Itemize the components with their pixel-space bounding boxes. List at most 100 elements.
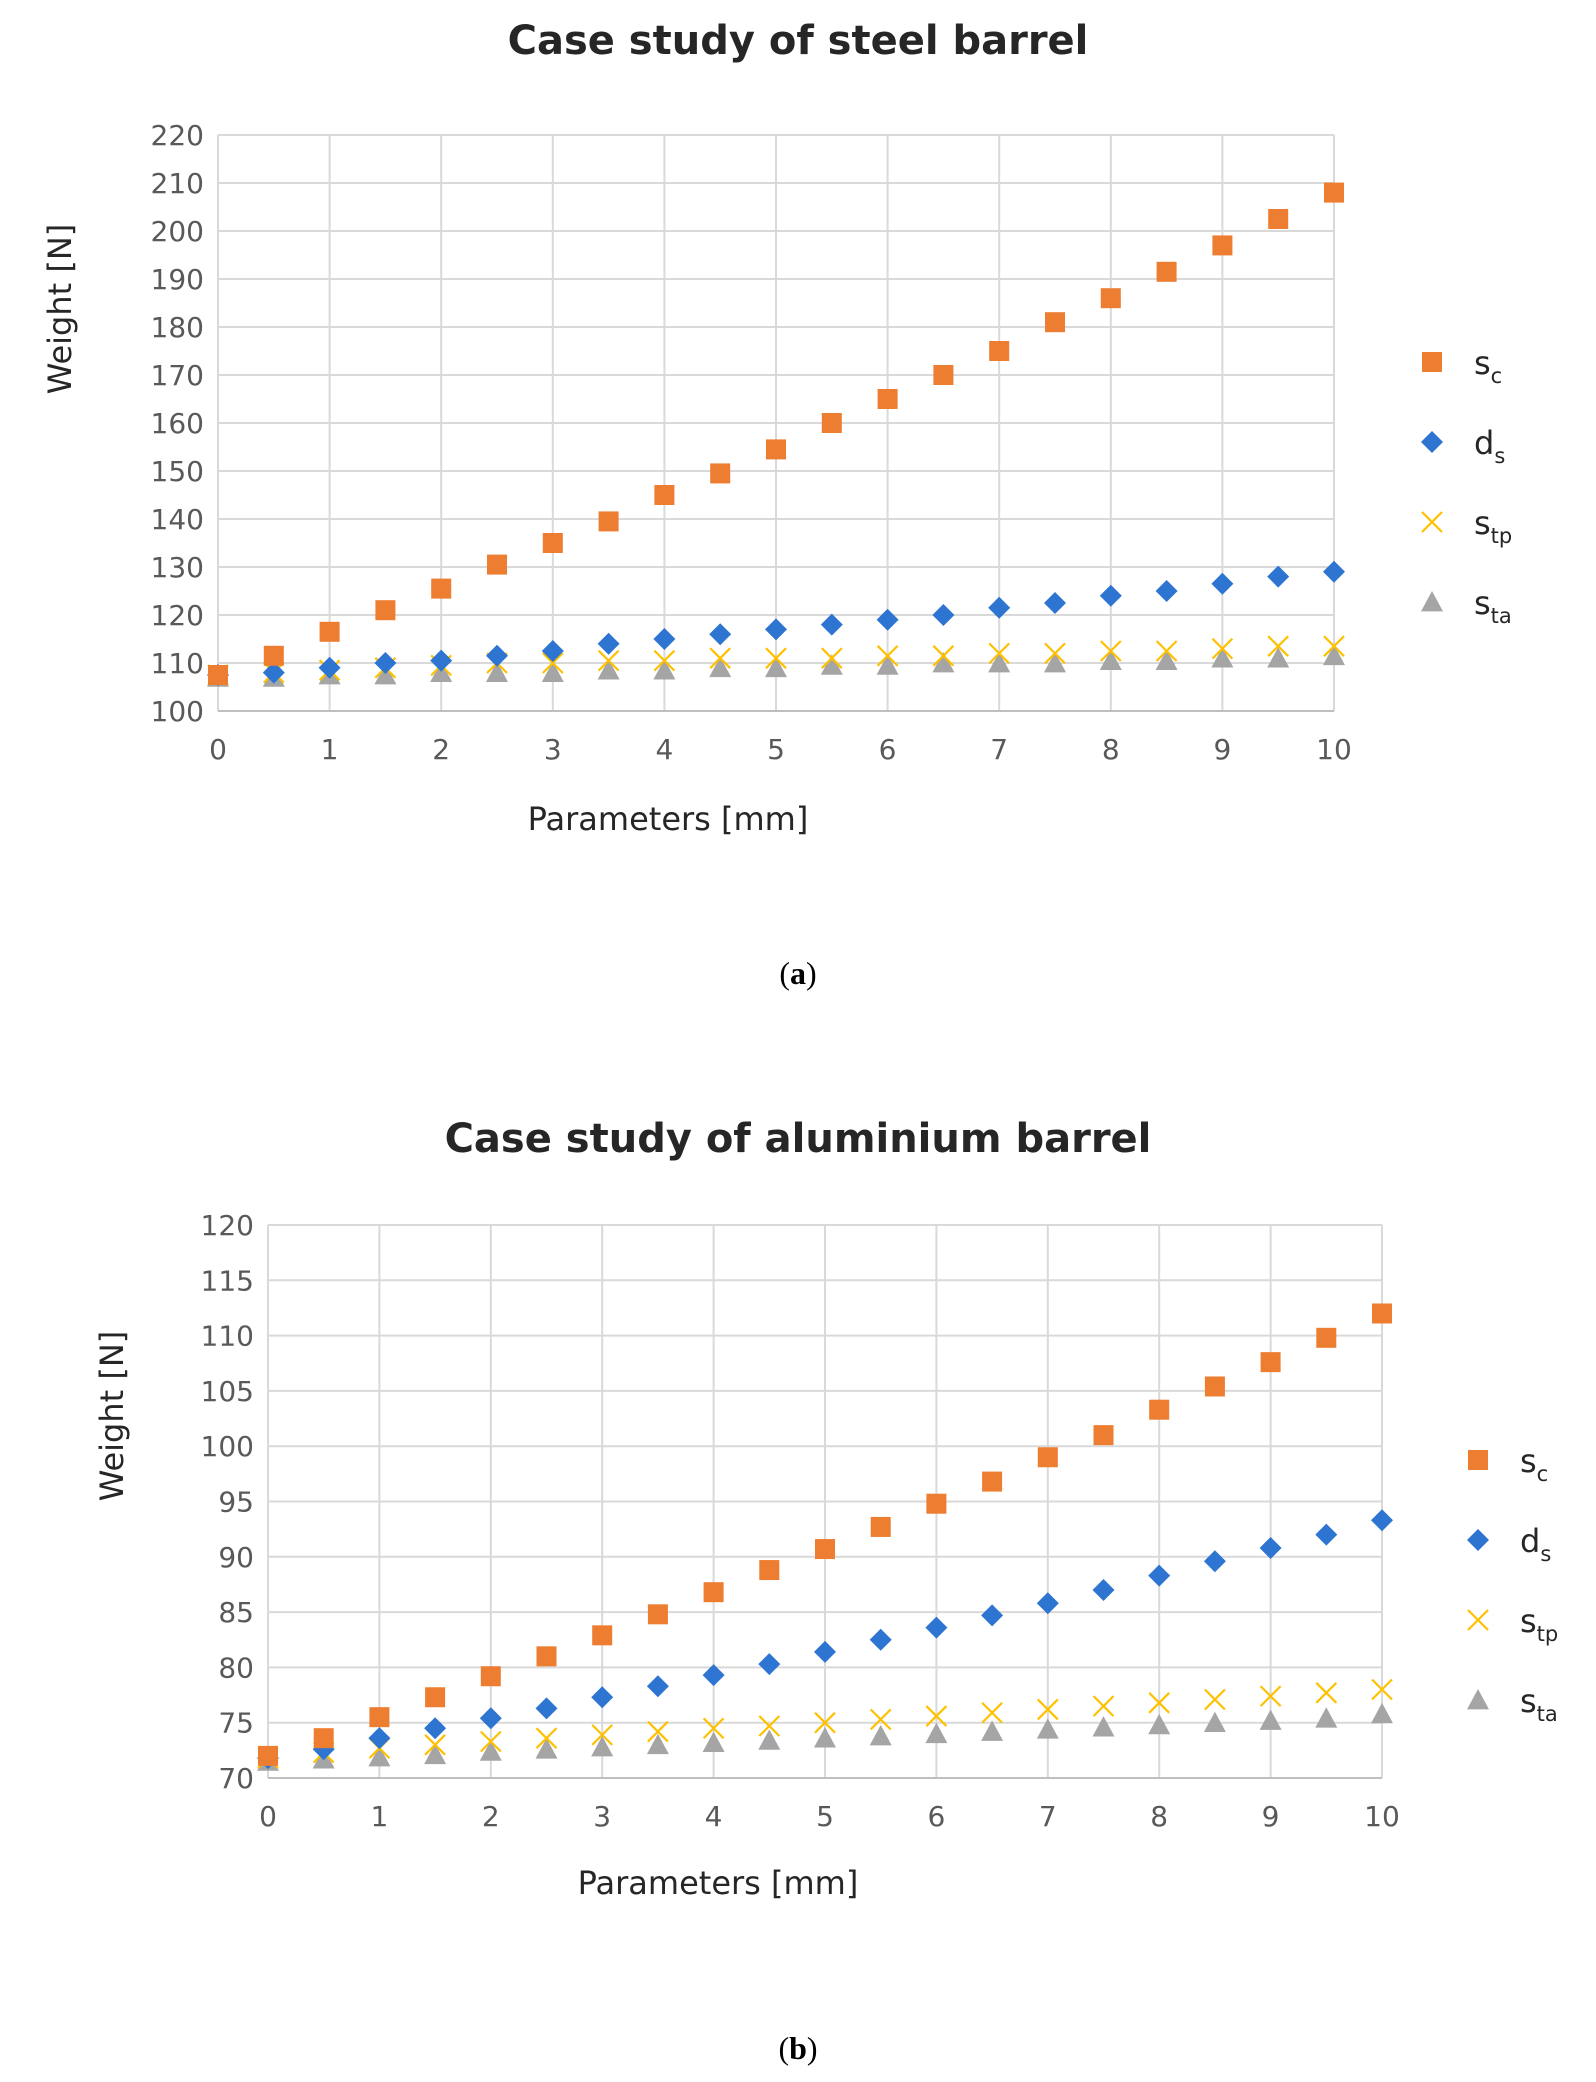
data-point-sc xyxy=(1204,1376,1225,1397)
data-point-stp xyxy=(765,647,787,669)
data-point-sta xyxy=(646,1733,669,1755)
legend-label-main: s xyxy=(1520,1682,1537,1720)
data-point-sc xyxy=(263,645,284,666)
y-tick-label: 115 xyxy=(201,1264,254,1297)
data-point-sta xyxy=(430,661,453,682)
data-point-sc xyxy=(1037,1447,1058,1468)
x-tick-label: 0 xyxy=(209,733,227,766)
data-point-sc xyxy=(425,1687,446,1708)
legend-label: sc xyxy=(1474,344,1502,388)
data-point-ds xyxy=(988,596,1011,619)
data-point-sc xyxy=(480,1666,501,1687)
x-tick-label: 9 xyxy=(1262,1800,1280,1833)
data-point-sta xyxy=(1259,1709,1282,1730)
data-point-stp xyxy=(1044,642,1066,665)
data-point-ds xyxy=(758,1653,781,1676)
x-tick-label: 9 xyxy=(1213,733,1231,766)
data-point-ds xyxy=(374,652,397,674)
data-point-ds xyxy=(1036,1592,1059,1615)
data-point-sc xyxy=(598,511,619,532)
data-point-sc xyxy=(870,1516,891,1537)
data-point-ds xyxy=(814,1640,836,1663)
data-point-sc xyxy=(710,463,731,484)
data-point-ds xyxy=(1259,1536,1282,1559)
data-point-stp xyxy=(821,647,843,669)
legend-label-main: d xyxy=(1474,424,1494,462)
data-point-ds xyxy=(597,632,620,655)
data-point-sta xyxy=(765,656,787,678)
data-point-stp xyxy=(758,1715,781,1737)
legend-label-subscript: s xyxy=(1494,444,1505,468)
legend-label-subscript: c xyxy=(1537,1462,1549,1486)
data-point-sc xyxy=(313,1728,334,1749)
x-tick-label: 10 xyxy=(1316,733,1352,766)
data-point-sc xyxy=(536,1646,557,1667)
data-point-sc xyxy=(926,1493,947,1514)
legend-marker-stp xyxy=(1467,1609,1489,1631)
data-point-sc xyxy=(1316,1327,1337,1348)
data-point-ds xyxy=(653,628,676,650)
data-point-ds xyxy=(709,623,732,646)
data-point-sc xyxy=(369,1707,390,1728)
data-point-sc xyxy=(1156,261,1177,282)
data-point-ds xyxy=(932,604,955,626)
data-point-sta xyxy=(876,654,899,675)
data-point-stp xyxy=(1267,635,1289,657)
data-point-ds xyxy=(981,1604,1004,1627)
data-point-sc xyxy=(1324,182,1344,203)
data-point-sta xyxy=(1203,1711,1226,1733)
data-point-sc xyxy=(821,413,842,433)
data-point-ds xyxy=(368,1727,391,1750)
data-point-sta xyxy=(486,661,508,682)
data-point-sta xyxy=(820,654,843,675)
legend-marker-sta xyxy=(1421,591,1443,612)
x-tick-label: 7 xyxy=(990,733,1008,766)
data-point-sc xyxy=(654,485,675,505)
data-point-stp xyxy=(932,645,955,667)
y-tick-label: 110 xyxy=(201,1320,254,1353)
legend-label-subscript: tp xyxy=(1491,524,1513,548)
x-tick-label: 1 xyxy=(321,733,339,766)
legend-label-main: s xyxy=(1474,344,1491,382)
data-point-ds xyxy=(262,661,285,684)
data-point-stp xyxy=(869,1708,892,1731)
y-tick-label: 105 xyxy=(201,1375,254,1408)
data-point-sc xyxy=(703,1582,724,1603)
data-point-sc xyxy=(1260,1352,1281,1373)
legend-label: sta xyxy=(1474,584,1512,628)
caption-letter: a xyxy=(790,955,806,991)
legend-label-subscript: ta xyxy=(1537,1702,1558,1726)
data-point-ds xyxy=(1099,584,1122,607)
data-point-ds xyxy=(430,649,453,672)
y-tick-label: 150 xyxy=(151,455,204,488)
y-tick-label: 170 xyxy=(151,359,204,392)
data-point-sc xyxy=(1100,288,1121,309)
data-point-sta xyxy=(1315,1707,1338,1728)
legend-marker-stp xyxy=(1421,511,1443,533)
data-point-sta xyxy=(814,1727,836,1748)
data-point-stp xyxy=(981,1701,1003,1724)
legend-label: sta xyxy=(1520,1682,1558,1726)
x-tick-label: 6 xyxy=(927,1800,945,1833)
data-point-stp xyxy=(1371,1678,1393,1701)
data-point-ds xyxy=(486,644,508,667)
data-point-stp xyxy=(1323,635,1345,657)
data-point-sta xyxy=(932,652,955,673)
data-point-stp xyxy=(1092,1695,1115,1717)
data-point-sc xyxy=(647,1604,668,1625)
x-axis-label: Parameters [mm] xyxy=(527,800,809,838)
data-point-ds xyxy=(1211,572,1234,595)
x-tick-label: 5 xyxy=(767,733,785,766)
data-point-stp xyxy=(702,1717,725,1740)
data-point-sc xyxy=(989,341,1010,361)
data-point-sc xyxy=(431,578,452,599)
data-point-ds xyxy=(925,1616,948,1639)
legend-label: ds xyxy=(1520,1522,1551,1566)
chart-plot-area: 1001101201301401501601701801902002102200… xyxy=(151,119,1513,766)
data-point-sc xyxy=(375,600,396,621)
data-point-sta xyxy=(1267,647,1290,668)
y-tick-label: 100 xyxy=(151,695,204,728)
x-tick-label: 2 xyxy=(432,733,450,766)
y-tick-label: 210 xyxy=(151,167,204,200)
data-point-sta xyxy=(1155,649,1178,670)
